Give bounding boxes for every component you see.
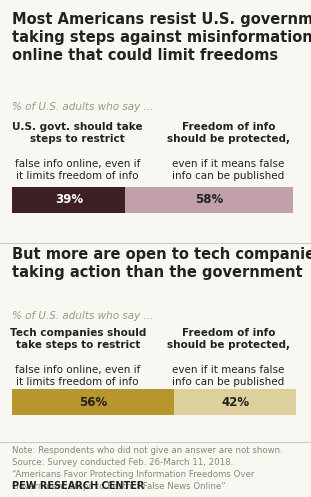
Text: PEW RESEARCH CENTER: PEW RESEARCH CENTER [12,481,145,491]
Bar [12,389,174,415]
Text: 39%: 39% [55,193,83,206]
Bar [12,187,125,213]
Text: 56%: 56% [79,396,108,409]
Text: But more are open to tech companies
taking action than the government: But more are open to tech companies taki… [12,247,311,280]
Text: false info online, even if
it limits freedom of info: false info online, even if it limits fre… [15,159,141,181]
Text: Most Americans resist U.S. government
taking steps against misinformation
online: Most Americans resist U.S. government ta… [12,12,311,64]
Text: Note: Respondents who did not give an answer are not shown.
Source: Survey condu: Note: Respondents who did not give an an… [12,446,283,491]
Text: 42%: 42% [221,396,249,409]
Text: % of U.S. adults who say ...: % of U.S. adults who say ... [12,102,154,112]
Bar [125,187,293,213]
Text: Tech companies should
take steps to restrict: Tech companies should take steps to rest… [10,328,146,350]
Text: even if it means false
info can be published: even if it means false info can be publi… [172,159,285,181]
Text: U.S. govt. should take
steps to restrict: U.S. govt. should take steps to restrict [12,122,143,144]
Text: even if it means false
info can be published: even if it means false info can be publi… [172,365,285,387]
Text: false info online, even if
it limits freedom of info: false info online, even if it limits fre… [15,365,141,387]
Bar [174,389,296,415]
Text: Freedom of info
should be protected,: Freedom of info should be protected, [167,328,290,350]
Text: 58%: 58% [195,193,223,206]
Text: % of U.S. adults who say ...: % of U.S. adults who say ... [12,311,154,321]
Text: Freedom of info
should be protected,: Freedom of info should be protected, [167,122,290,144]
